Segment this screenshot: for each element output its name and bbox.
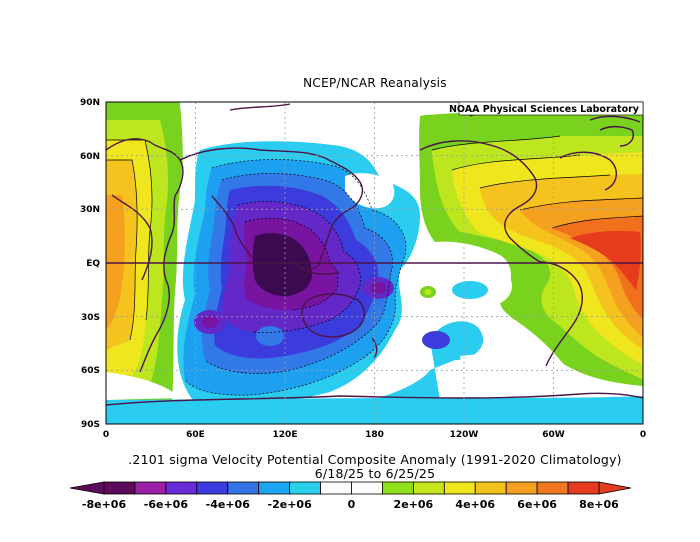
colorbar-segment xyxy=(474,481,507,495)
lat-tick-label: 90N xyxy=(80,98,100,108)
neg-pocket-south xyxy=(422,331,450,349)
lat-tick-label: 30N xyxy=(80,205,100,215)
colorbar-label: 2e+06 xyxy=(394,498,434,511)
contour-lines xyxy=(106,135,643,396)
colorbar-label: -6e+06 xyxy=(144,498,189,511)
colorbar-segment xyxy=(320,481,352,495)
lon-tick-label: 60E xyxy=(186,430,205,440)
caption-description: .2101 sigma Velocity Potential Composite… xyxy=(128,452,622,467)
lab-label-box xyxy=(458,101,644,116)
colorbar-segment xyxy=(196,481,229,495)
colorbar-segment xyxy=(443,481,476,495)
colorbar-segment xyxy=(412,481,445,495)
colorbar-label: 0 xyxy=(348,498,356,511)
lon-axis: 0 60E 120E 180 120W 60W 0 xyxy=(103,430,646,440)
southern-ocean-white xyxy=(106,372,180,400)
caption-date-range: 6/18/25 to 6/25/25 xyxy=(314,466,436,481)
colorbar-segment xyxy=(134,481,167,495)
colorbar-segment xyxy=(103,481,136,495)
ep-pocket-lime xyxy=(424,289,432,295)
lat-tick-label: 60S xyxy=(81,366,100,376)
colorbar-segment xyxy=(227,481,260,495)
anomaly-field xyxy=(106,102,643,424)
colorbar-label: -8e+06 xyxy=(82,498,127,511)
colorbar-segment xyxy=(567,481,600,495)
colorbar-label: -4e+06 xyxy=(206,498,251,511)
lon-tick-label: 0 xyxy=(103,430,109,440)
lon-tick-label: 180 xyxy=(365,430,384,440)
lat-axis: 90N 60N 30N EQ 30S 60S 90S xyxy=(80,98,100,430)
colorbar-segment xyxy=(382,481,414,495)
lon-tick-label: 120W xyxy=(450,430,479,440)
lab-label: NOAA Physical Sciences Laboratory xyxy=(449,104,640,115)
colorbar-segment xyxy=(536,481,569,495)
neg-pocket-west-core xyxy=(202,316,218,328)
colorbar-label: -2e+06 xyxy=(268,498,313,511)
neg-region-deep xyxy=(252,233,312,297)
arctic-band xyxy=(180,102,540,116)
lat-tick-label: 60N xyxy=(80,152,100,162)
lon-tick-label: 60W xyxy=(542,430,565,440)
colorbar-segment xyxy=(258,481,291,495)
lat-tick-label: 90S xyxy=(81,420,100,430)
lon-tick-label: 0 xyxy=(640,430,646,440)
colorbar: -8e+06 -6e+06 -4e+06 -2e+06 0 2e+06 4e+06 6e+06… xyxy=(69,481,632,511)
map-frame xyxy=(105,101,644,425)
south-pacific-white xyxy=(460,352,643,398)
neg-pocket-pacific-core xyxy=(370,282,386,294)
colorbar-arrow-right xyxy=(598,481,632,495)
colorbar-label: 4e+06 xyxy=(455,498,495,511)
colorbar-segment xyxy=(165,481,198,495)
neg-pocket-central xyxy=(256,326,284,346)
antarctic-band xyxy=(106,396,643,424)
colorbar-label: 6e+06 xyxy=(517,498,557,511)
pos-region-red xyxy=(570,230,641,290)
colorbar-segment xyxy=(351,481,383,495)
colorbar-segment xyxy=(289,481,321,495)
colorbar-arrow-left xyxy=(69,481,105,495)
chart-title: NCEP/NCAR Reanalysis xyxy=(303,76,447,90)
lon-tick-label: 120E xyxy=(273,430,298,440)
ep-pocket-cyan xyxy=(452,281,488,299)
lat-tick-label: EQ xyxy=(86,259,100,269)
colorbar-segment xyxy=(505,481,538,495)
colorbar-label: 8e+06 xyxy=(579,498,619,511)
lat-tick-label: 30S xyxy=(81,313,100,323)
